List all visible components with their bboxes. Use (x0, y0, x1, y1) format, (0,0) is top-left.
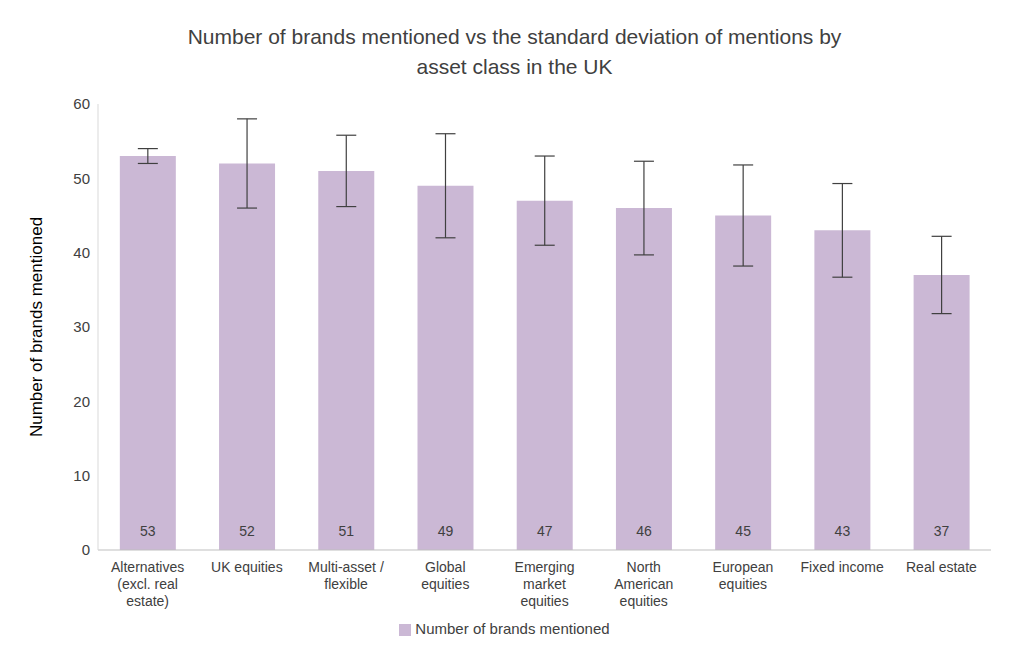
svg-text:NorthAmericanequities: NorthAmericanequities (614, 559, 673, 609)
svg-text:Emergingmarketequities: Emergingmarketequities (515, 559, 575, 609)
svg-text:Europeanequities: Europeanequities (713, 559, 774, 592)
svg-text:40: 40 (73, 244, 90, 261)
svg-text:Alternatives(excl. realestate): Alternatives(excl. realestate) (111, 559, 184, 609)
svg-text:UK equities: UK equities (211, 559, 283, 575)
svg-text:Real estate: Real estate (906, 559, 977, 575)
svg-text:Multi-asset /flexible: Multi-asset /flexible (308, 559, 384, 592)
svg-text:49: 49 (438, 523, 454, 539)
html-text:Number of brands mentioned: Number of brands mentioned (415, 620, 610, 637)
svg-text:Fixed income: Fixed income (801, 559, 884, 575)
svg-text:Number of brands mentioned: Number of brands mentioned (27, 217, 46, 437)
svg-text:50: 50 (73, 170, 90, 187)
svg-text:51: 51 (338, 523, 354, 539)
svg-text:43: 43 (835, 523, 851, 539)
svg-text:30: 30 (73, 318, 90, 335)
svg-text:60: 60 (73, 95, 90, 112)
svg-text:10: 10 (73, 467, 90, 484)
html-text:Number of brands mentioned vs: Number of brands mentioned vs the standa… (187, 25, 842, 78)
svg-text:46: 46 (636, 523, 652, 539)
svg-text:47: 47 (537, 523, 553, 539)
svg-text:45: 45 (735, 523, 751, 539)
svg-text:0: 0 (82, 541, 90, 558)
svg-text:20: 20 (73, 393, 90, 410)
svg-text:37: 37 (934, 523, 950, 539)
svg-text:Globalequities: Globalequities (421, 559, 469, 592)
svg-text:53: 53 (140, 523, 156, 539)
svg-text:52: 52 (239, 523, 255, 539)
